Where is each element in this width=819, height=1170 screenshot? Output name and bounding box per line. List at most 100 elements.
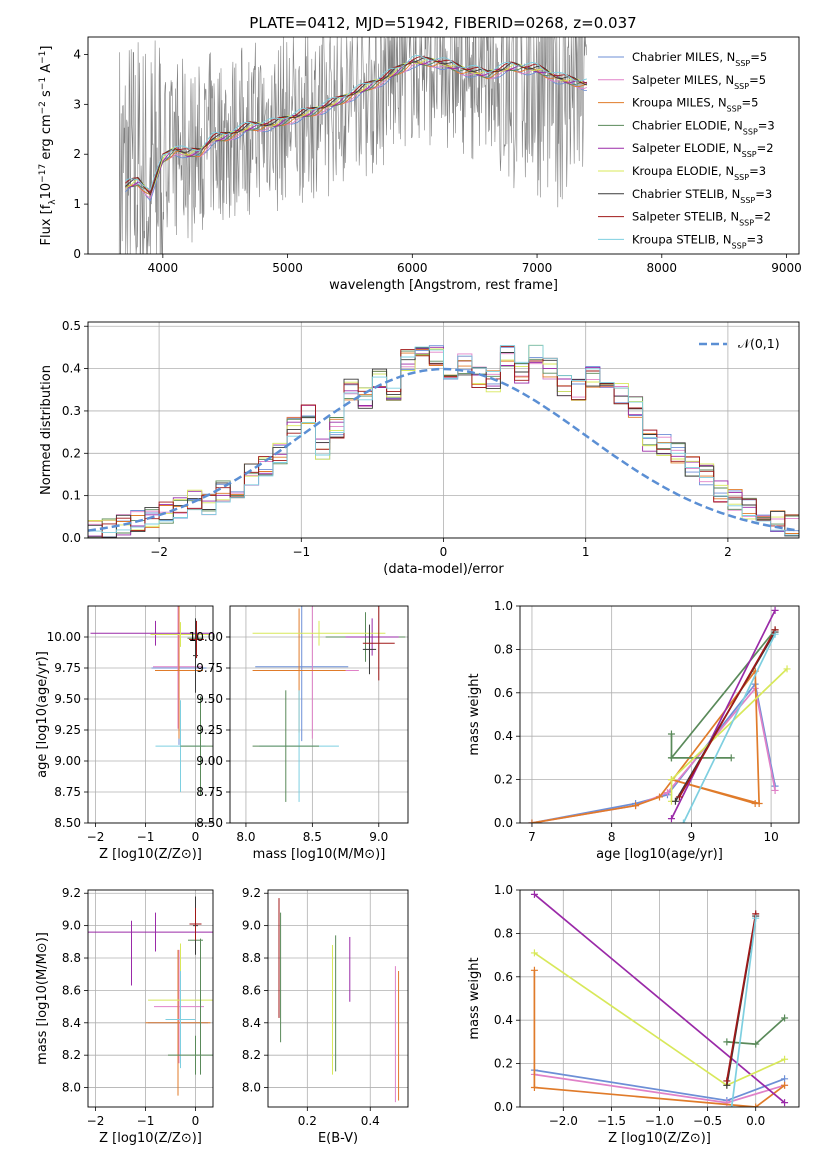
legend-name: Kroupa STELIB, N — [632, 232, 732, 246]
x-axis-label: age [log10(age/yr)] — [596, 847, 723, 862]
y-axis-label: Flux [fλ10−17 erg cm−2 s−1 A−1] — [38, 46, 58, 246]
weight-marker — [656, 793, 663, 801]
legend-entry: Chabrier STELIB, NSSP=3 — [632, 187, 772, 205]
legend-sub: SSP — [742, 150, 757, 159]
weight-marker — [727, 754, 735, 762]
weight-marker — [671, 797, 679, 805]
legend-sub: SSP — [727, 104, 742, 113]
x-tick-label: 0.4 — [361, 1114, 380, 1128]
legend-sub: SSP — [734, 173, 749, 182]
legend-n: =2 — [757, 141, 774, 155]
weight-marker — [781, 1014, 789, 1022]
y-tick-label: 9.25 — [54, 723, 81, 737]
axes-frame-mass_vs_Z — [87, 889, 214, 1108]
weight-marker — [781, 1055, 789, 1063]
weight-marker — [679, 819, 687, 823]
y-tick-label: 0.2 — [62, 446, 81, 460]
legend-entry: Kroupa STELIB, NSSP=3 — [632, 232, 763, 250]
y-axis-label: age [log10(age/yr)] — [35, 651, 50, 778]
legend-n: =5 — [750, 50, 767, 64]
y-tick-label: 9.2 — [242, 886, 261, 900]
x-tick-label: 9.0 — [369, 830, 388, 844]
plot-area — [520, 890, 799, 1107]
panel-mass_vs_Z: −2 −1 0 8.0 8.2 8.4 8.6 8.8 9.0 9.2 Z [log10(Z/Z⊙)… — [35, 886, 213, 1146]
normal-curve — [88, 367, 799, 532]
x-tick-label: 0 — [192, 1114, 200, 1128]
legend-entry: Salpeter MILES, NSSP=5 — [632, 73, 766, 91]
y-axis-label: Normed distribution — [39, 365, 54, 495]
x-tick-label: 5000 — [272, 261, 303, 275]
y-tick-label: 9.50 — [54, 692, 81, 706]
x-tick-label: 0 — [440, 545, 448, 559]
y-axis-label-part: 10 — [39, 183, 54, 200]
x-tick-label: 8.0 — [236, 830, 255, 844]
x-tick-label: 4000 — [148, 261, 179, 275]
x-tick-label: 0.0 — [746, 1114, 765, 1128]
legend-n: =2 — [754, 210, 771, 224]
panel-weight_vs_Z: −2.0 −1.5 −1.0 −0.5 0.0 0.0 0.2 0.4 0.6 0.8 1.0 Z [… — [467, 883, 799, 1146]
y-axis-label-part: −17 — [38, 164, 48, 183]
weight-line-chabrier_miles — [531, 682, 776, 823]
y-tick-label: 8.50 — [54, 816, 81, 830]
weight-marker — [530, 890, 538, 898]
x-tick-label: 9 — [688, 830, 696, 844]
normal-legend-label: 𝒩(0,1) — [738, 336, 780, 351]
y-tick-label: 8.2 — [62, 1048, 81, 1062]
x-axis-label: E(B-V) — [318, 1131, 358, 1146]
y-tick-label: 0.6 — [494, 686, 513, 700]
model-line-kroupa_elodie — [125, 58, 588, 196]
weight-marker — [675, 793, 683, 801]
legend-sub: SSP — [732, 241, 747, 250]
y-tick-label: 0.1 — [62, 489, 81, 503]
hist-kroupa_stelib — [88, 344, 799, 536]
weight-marker — [783, 665, 791, 673]
spectrum-data-line — [118, 37, 587, 254]
y-tick-label: 9.2 — [62, 886, 81, 900]
x-tick-label: 2 — [724, 545, 732, 559]
panel-mass_vs_ebv: 0.2 0.4 8.0 8.2 8.4 8.6 8.8 9.0 9.2 E(B-V) — [242, 886, 408, 1146]
weight-marker — [771, 606, 779, 614]
y-axis-label: mass [log10(M/M⊙)] — [35, 932, 50, 1065]
weight-marker — [771, 786, 779, 794]
weight-marker — [528, 819, 536, 823]
y-tick-label: 8.0 — [242, 1081, 261, 1095]
weight-marker — [771, 630, 779, 638]
x-tick-label: −2 — [87, 830, 105, 844]
x-tick-label: 7000 — [522, 261, 553, 275]
x-axis-label: Z [log10(Z/Z⊙)] — [608, 1131, 711, 1146]
weight-marker — [530, 949, 538, 957]
legend-entry: Chabrier MILES, NSSP=5 — [632, 50, 767, 68]
y-tick-label: 1 — [73, 197, 81, 211]
x-tick-label: −2.0 — [549, 1114, 578, 1128]
y-axis-label: mass weight — [467, 673, 482, 755]
y-axis-label-part: Flux [f — [39, 204, 54, 245]
legend-name: Chabrier STELIB, N — [632, 187, 740, 201]
figure-title: PLATE=0412, MJD=51942, FIBERID=0268, z=0… — [249, 14, 636, 32]
x-axis-label: mass [log10(M/M⊙)] — [253, 847, 386, 862]
x-tick-label: −1 — [137, 830, 155, 844]
axes-frame-weight_vs_Z — [519, 889, 800, 1108]
y-tick-label: 9.0 — [242, 919, 261, 933]
legend-name: Kroupa MILES, N — [632, 96, 727, 110]
weight-marker — [723, 1077, 731, 1085]
weight-marker — [781, 1081, 789, 1089]
legend-n: =5 — [742, 96, 759, 110]
weight-marker — [632, 802, 640, 810]
legend-name: Salpeter ELODIE, N — [632, 141, 742, 155]
panel-weight_vs_age: 7 8 9 10 0.0 0.2 0.4 0.6 0.8 1.0 age [log10(age/yr… — [467, 599, 799, 862]
y-tick-label: 8.6 — [62, 983, 81, 997]
x-tick-label: 7 — [528, 830, 536, 844]
weight-marker — [530, 966, 538, 974]
weight-marker — [752, 1040, 760, 1048]
x-tick-label: 8 — [608, 830, 616, 844]
legend-name: Chabrier MILES, N — [632, 50, 735, 64]
axes-frame-age_vs_Z — [87, 605, 214, 824]
y-tick-label: 9.75 — [196, 661, 223, 675]
plot-area — [118, 37, 588, 254]
model-line-kroupa_stelib — [125, 55, 588, 191]
x-tick-label: 8000 — [647, 261, 678, 275]
axes-frame-age_vs_mass — [229, 605, 409, 824]
weight-marker — [728, 1103, 736, 1107]
y-tick-label: 8.75 — [196, 785, 223, 799]
legend-entry: Salpeter ELODIE, NSSP=2 — [632, 141, 774, 159]
